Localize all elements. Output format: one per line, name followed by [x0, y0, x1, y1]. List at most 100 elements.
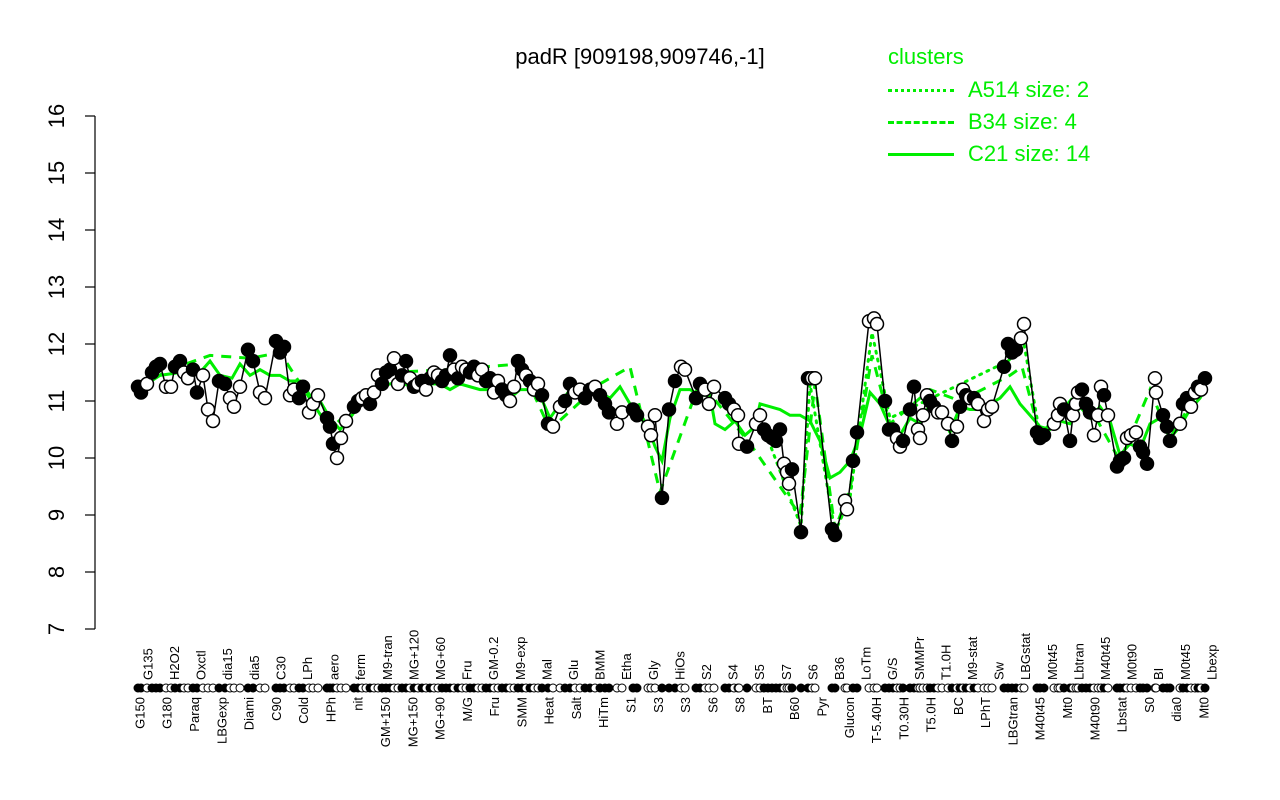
x-tick-label: Sw — [992, 661, 1007, 680]
data-point — [739, 439, 755, 454]
x-tick-label: MG+120 — [406, 630, 421, 680]
x-tick-label: aero — [327, 654, 342, 680]
x-tick-label: S0 — [1142, 697, 1157, 713]
sample-marker-row — [133, 683, 1210, 693]
legend-title: clusters — [888, 44, 964, 69]
x-tick-label: dia5 — [247, 655, 262, 680]
x-tick-label: Mt0 — [1196, 697, 1211, 719]
x-tick-label: S5 — [752, 664, 767, 680]
sample-marker — [617, 683, 627, 693]
data-point — [781, 476, 797, 491]
data-point — [1197, 370, 1213, 386]
data-point — [1100, 408, 1116, 423]
x-tick-label: MG+90 — [433, 697, 448, 740]
data-point — [329, 450, 345, 466]
x-tick-label: S2 — [699, 664, 714, 680]
x-tick-label: Lbtran — [1071, 643, 1086, 680]
sample-marker — [1103, 683, 1113, 693]
x-tick-label: C30 — [273, 656, 288, 680]
data-point — [952, 399, 968, 414]
data-point — [1086, 427, 1102, 443]
sample-marker — [313, 683, 323, 693]
data-point — [772, 422, 788, 437]
legend-label: B34 size: 4 — [968, 109, 1077, 134]
data-point — [654, 490, 670, 506]
x-tick-label: GM-0.2 — [486, 637, 501, 680]
data-point — [217, 376, 233, 392]
x-tick-label: Mal — [539, 659, 554, 680]
x-tick-label: S6 — [705, 697, 720, 713]
y-tick-label: 15 — [44, 161, 69, 185]
data-point — [502, 393, 518, 409]
data-point — [784, 462, 800, 477]
x-tick-label: MG+60 — [433, 637, 448, 680]
x-tick-label: C90 — [269, 697, 284, 721]
data-point — [1062, 433, 1078, 449]
x-tick-label: dia0 — [1169, 697, 1184, 722]
data-point — [902, 402, 918, 417]
sample-marker — [680, 683, 690, 693]
data-point — [545, 419, 561, 434]
solid-line-icon — [888, 152, 954, 156]
x-tick-label: LPh — [300, 657, 315, 680]
chart-title: padR [909198,909746,-1] — [515, 44, 765, 69]
x-tick-label: G180 — [160, 697, 175, 729]
x-tick-label: GM+150 — [378, 697, 393, 747]
y-tick-label: 7 — [44, 623, 69, 635]
x-tick-label: G/S — [885, 657, 900, 680]
data-point — [934, 405, 950, 420]
data-point — [996, 359, 1012, 375]
x-tick-label: S6 — [805, 664, 820, 680]
data-point — [845, 453, 861, 469]
x-tick-label: S8 — [733, 697, 748, 713]
legend-label: C21 size: 14 — [968, 141, 1091, 166]
data-point — [629, 408, 645, 423]
x-tick-label: M0t45 — [1178, 644, 1193, 680]
sample-marker — [1019, 683, 1029, 693]
y-tick-label: 12 — [44, 332, 69, 356]
data-point — [912, 430, 928, 446]
data-point — [877, 393, 893, 409]
sample-marker — [235, 683, 245, 693]
data-point — [807, 370, 823, 386]
x-tick-label: dia15 — [220, 648, 235, 680]
x-tick-label: Oxctl — [194, 650, 209, 680]
data-point — [322, 419, 338, 434]
data-point — [333, 430, 349, 446]
x-tick-label: HiTm — [596, 697, 611, 728]
data-point — [534, 388, 550, 403]
data-point — [232, 379, 248, 394]
data-point — [205, 413, 221, 429]
data-point — [1128, 425, 1144, 440]
x-tick-label: LPhT — [978, 697, 993, 728]
data-point — [643, 427, 659, 443]
data-point — [1096, 388, 1112, 403]
x-tick-label: M9-tran — [380, 635, 395, 680]
x-tick-label: M0t90 — [1125, 644, 1140, 680]
data-point — [601, 405, 617, 420]
sample-marker — [872, 683, 882, 693]
data-point — [310, 388, 326, 403]
data-point — [189, 385, 205, 400]
legend-entry-a514: A514 size: 2 — [888, 74, 1090, 106]
data-point — [276, 339, 292, 355]
x-tick-label: Etha — [619, 652, 634, 680]
x-tick-label: M9-stat — [965, 636, 980, 680]
x-tick-label: SMM — [514, 697, 529, 727]
x-tick-label: LoTm — [859, 647, 874, 680]
sample-marker — [830, 683, 840, 693]
data-point — [245, 353, 261, 369]
x-tick-label: ferm — [353, 654, 368, 680]
legend-entry-b34: B34 size: 4 — [888, 106, 1090, 138]
x-tick-label: BT — [760, 697, 775, 714]
y-tick-label: 10 — [44, 446, 69, 470]
data-point — [195, 368, 211, 383]
sample-marker — [260, 683, 270, 693]
sample-marker — [604, 683, 614, 693]
x-tick-label: T0.30H — [896, 697, 911, 740]
data-point — [895, 433, 911, 449]
sample-marker — [852, 683, 862, 693]
x-tick-label: Pyr — [814, 696, 829, 716]
x-tick-label: B36 — [832, 657, 847, 680]
